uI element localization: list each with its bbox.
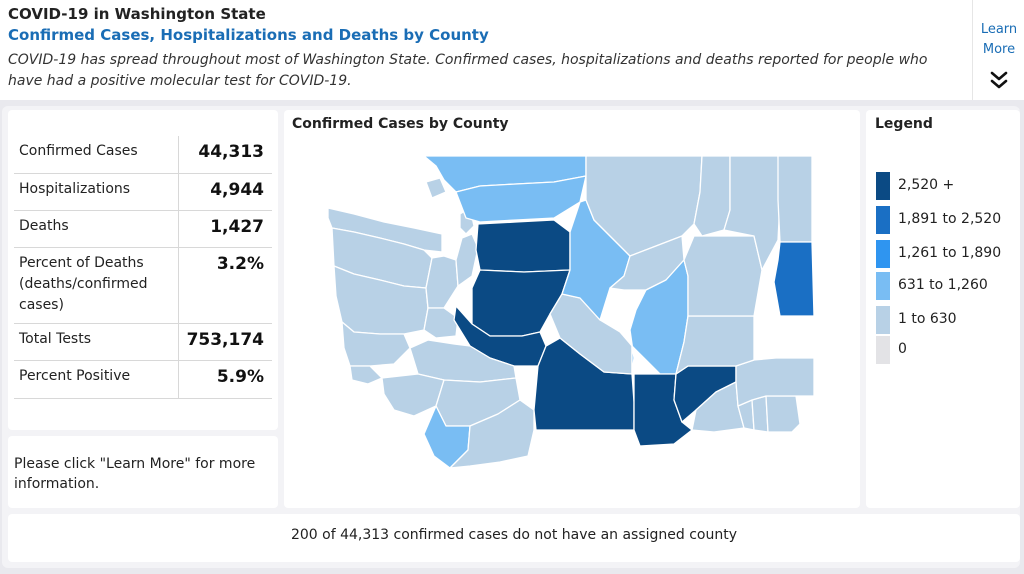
county-spokane[interactable] (773, 241, 815, 317)
page-description: COVID-19 has spread throughout most of W… (8, 52, 928, 89)
legend-label: 2,520 + (898, 177, 955, 193)
county-pacific[interactable] (341, 321, 411, 367)
legend-label: 631 to 1,260 (898, 277, 988, 293)
stat-divider (178, 324, 179, 360)
map-card: Confirmed Cases by County (284, 110, 860, 508)
county-garfield[interactable] (751, 395, 769, 433)
legend-swatch (876, 306, 890, 334)
county-san-juan[interactable] (425, 177, 447, 199)
header-actions: Learn More (972, 0, 1024, 100)
county-whitman[interactable] (735, 357, 815, 407)
county-snohomish[interactable] (475, 219, 571, 273)
stat-label: Percent of Deaths (deaths/confirmed case… (19, 255, 148, 313)
county-thurston[interactable] (423, 307, 459, 339)
legend-item: 0 (876, 336, 1016, 364)
legend-title: Legend (875, 116, 933, 132)
stat-divider (178, 136, 179, 173)
stat-row-total-tests: Total Tests 753,174 (14, 324, 272, 361)
county-kitsap[interactable] (455, 233, 479, 287)
learn-more-link[interactable]: Learn More (973, 20, 1024, 60)
legend-label: 1 to 630 (898, 311, 957, 327)
stat-value: 4,944 (210, 180, 264, 200)
stat-value: 753,174 (186, 330, 264, 350)
stat-value: 44,313 (198, 142, 264, 162)
legend-label: 1,261 to 1,890 (898, 245, 1002, 261)
stat-label: Confirmed Cases (19, 143, 138, 159)
learn-more-line-1: Learn (980, 22, 1018, 37)
legend-item: 2,520 + (876, 172, 1016, 200)
stat-divider (178, 248, 179, 323)
legend-item: 1 to 630 (876, 306, 1016, 334)
county-asotin[interactable] (765, 395, 801, 433)
legend-label: 0 (898, 341, 907, 357)
county-cowlitz[interactable] (381, 373, 445, 417)
stat-row-deaths: Deaths 1,427 (14, 211, 272, 248)
learn-more-note: Please click "Learn More" for more infor… (14, 456, 256, 492)
legend-swatch (876, 272, 890, 300)
stat-value: 1,427 (210, 217, 264, 237)
legend-swatch (876, 206, 890, 234)
stat-label: Hospitalizations (19, 181, 131, 197)
washington-county-map (327, 155, 815, 469)
stat-label: Percent Positive (19, 368, 131, 384)
double-chevron-down-icon[interactable] (987, 70, 1011, 90)
stat-divider (178, 211, 179, 247)
unassigned-county-note: 200 of 44,313 confirmed cases do not hav… (290, 527, 738, 543)
stat-value: 3.2% (216, 254, 264, 274)
stat-row-percent-deaths: Percent of Deaths (deaths/confirmed case… (14, 248, 272, 324)
legend-item: 1,261 to 1,890 (876, 240, 1016, 268)
county-wahkiakum[interactable] (349, 365, 383, 385)
learn-more-line-2: More (982, 42, 1016, 57)
legend-swatch (876, 336, 890, 364)
legend-card: Legend 2,520 + 1,891 to 2,520 1,261 to 1… (866, 110, 1020, 508)
stat-row-percent-positive: Percent Positive 5.9% (14, 361, 272, 399)
legend-swatch (876, 172, 890, 200)
stats-card: Confirmed Cases 44,313 Hospitalizations … (8, 110, 278, 430)
page-title: COVID-19 in Washington State (8, 5, 266, 23)
county-pend-oreille[interactable] (777, 155, 813, 243)
stat-divider (178, 174, 179, 210)
legend-label: 1,891 to 2,520 (898, 211, 1002, 227)
note-card: Please click "Learn More" for more infor… (8, 436, 278, 508)
county-klickitat[interactable] (449, 399, 535, 469)
stat-row-confirmed-cases: Confirmed Cases 44,313 (14, 136, 272, 174)
legend-item: 631 to 1,260 (876, 272, 1016, 300)
legend-item: 1,891 to 2,520 (876, 206, 1016, 234)
county-lincoln[interactable] (683, 235, 763, 317)
header: COVID-19 in Washington State Confirmed C… (0, 0, 1024, 100)
stat-label: Deaths (19, 218, 69, 234)
county-mason[interactable] (425, 255, 459, 309)
legend-swatch (876, 240, 890, 268)
map-title: Confirmed Cases by County (292, 116, 509, 132)
footer-card: 200 of 44,313 confirmed cases do not hav… (8, 514, 1020, 562)
stat-value: 5.9% (216, 367, 264, 387)
stat-row-hospitalizations: Hospitalizations 4,944 (14, 174, 272, 211)
page-subtitle: Confirmed Cases, Hospitalizations and De… (8, 26, 489, 44)
stat-divider (178, 361, 179, 398)
stat-label: Total Tests (19, 331, 92, 347)
